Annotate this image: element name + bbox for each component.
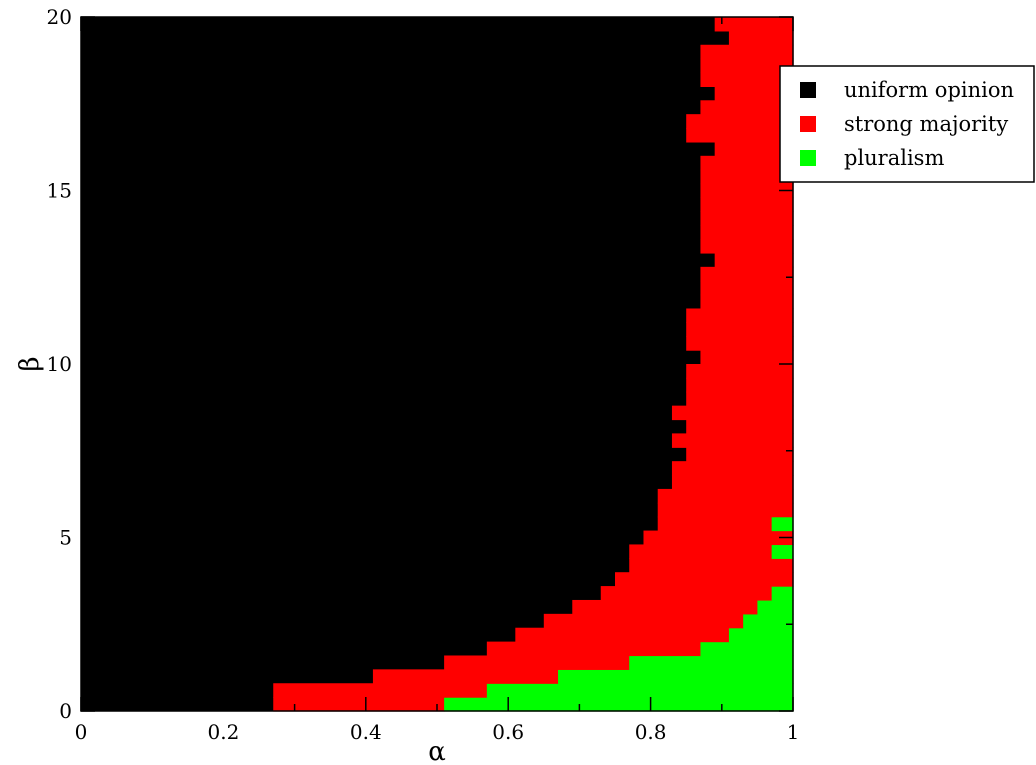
strong-majority-cell-row-27	[686, 322, 794, 337]
strong-majority-cell-row-25	[700, 350, 794, 365]
pluralism-cell-row-1	[486, 683, 794, 698]
strong-majority-cell-row-29	[700, 294, 794, 310]
strong-majority-cell-row-14	[657, 502, 794, 518]
pluralism-cell-row-4	[700, 641, 794, 657]
x-tick-label: 0	[75, 720, 88, 744]
y-tick-label: 10	[47, 352, 72, 376]
legend-swatch	[800, 150, 816, 166]
strong-majority-cell-row-30	[700, 280, 794, 296]
legend-label: strong majority	[844, 112, 1008, 136]
x-axis-label: α	[428, 737, 446, 765]
strong-majority-cell-row-35	[700, 211, 794, 226]
strong-majority-cell-row-16	[671, 475, 794, 490]
legend-label: pluralism	[844, 146, 944, 170]
legend-swatch	[800, 116, 816, 132]
strong-majority-cell-row-1	[273, 683, 488, 698]
strong-majority-cell-row-13	[657, 516, 773, 532]
strong-majority-cell-row-48	[728, 30, 794, 46]
pluralism-cell-row-11	[771, 544, 794, 559]
strong-majority-cell-row-39	[700, 155, 794, 171]
strong-majority-cell-row-15	[657, 488, 794, 504]
strong-majority-cell-row-41	[686, 128, 794, 143]
strong-majority-cell-row-46	[700, 58, 794, 74]
strong-majority-cell-row-10	[629, 558, 794, 573]
strong-majority-cell-row-0	[273, 697, 445, 712]
axis-ticks	[80, 16, 794, 712]
strong-majority-cell-row-49	[714, 17, 794, 32]
strong-majority-cell-row-28	[686, 308, 794, 323]
pluralism-cell-row-3	[629, 655, 794, 670]
strong-majority-cell-row-32	[714, 252, 794, 268]
pluralism-cell-row-5	[728, 627, 794, 643]
strong-majority-cell-row-43	[700, 100, 794, 115]
strong-majority-cell-row-7	[572, 599, 758, 615]
y-tick-label: 5	[59, 526, 72, 550]
strong-majority-cell-row-9	[615, 572, 794, 587]
strong-majority-cell-row-37	[700, 183, 794, 199]
strong-majority-cell-row-45	[700, 72, 794, 87]
pluralism-cell-row-2	[558, 669, 794, 684]
strong-majority-cell-row-42	[686, 114, 794, 129]
strong-majority-cell-row-34	[700, 225, 794, 240]
y-tick-label: 20	[47, 5, 72, 29]
y-tick-label: 0	[59, 699, 72, 723]
heatmap-cells	[81, 17, 794, 712]
strong-majority-cell-row-40	[714, 141, 794, 157]
pluralism-cell-row-8	[771, 586, 794, 601]
strong-majority-cell-row-4	[486, 641, 702, 657]
strong-majority-cell-row-17	[671, 461, 794, 476]
pluralism-cell-row-7	[757, 599, 794, 615]
strong-majority-cell-row-47	[700, 44, 794, 60]
strong-majority-cell-row-19	[671, 433, 794, 448]
legend-swatch	[800, 82, 816, 98]
x-tick-label: 0.8	[635, 720, 667, 744]
strong-majority-cell-row-24	[686, 364, 794, 379]
strong-majority-cell-row-38	[700, 169, 794, 185]
strong-majority-cell-row-22	[686, 391, 794, 407]
strong-majority-cell-row-18	[686, 447, 794, 462]
x-tick-label: 1	[787, 720, 800, 744]
x-tick-label: 0.6	[492, 720, 524, 744]
strong-majority-cell-row-44	[714, 86, 794, 101]
pluralism-cell-row-6	[743, 613, 794, 629]
strong-majority-cell-row-20	[686, 419, 794, 434]
strong-majority-cell-row-33	[700, 239, 794, 254]
strong-majority-cell-row-11	[629, 544, 773, 559]
legend-label: uniform opinion	[844, 78, 1014, 102]
legend: uniform opinion strong majority pluralism	[779, 65, 1035, 183]
strong-majority-cell-row-21	[671, 405, 794, 421]
strong-majority-cell-row-5	[515, 627, 730, 643]
x-tick-label: 0.2	[207, 720, 239, 744]
strong-majority-cell-row-2	[372, 669, 559, 684]
legend-box	[779, 65, 1035, 183]
strong-majority-cell-row-31	[700, 266, 794, 282]
x-tick-label: 0.4	[350, 720, 382, 744]
pluralism-cell-row-13	[771, 516, 794, 532]
strong-majority-cell-row-23	[686, 377, 794, 393]
strong-majority-cell-row-36	[700, 197, 794, 212]
strong-majority-cell-row-8	[600, 586, 773, 601]
strong-majority-cell-row-3	[444, 655, 630, 670]
strong-majority-cell-row-12	[643, 530, 794, 546]
y-tick-label: 15	[47, 179, 72, 203]
strong-majority-cell-row-6	[543, 613, 744, 629]
strong-majority-cell-row-26	[686, 336, 794, 351]
pluralism-cell-row-0	[444, 697, 794, 712]
y-axis-label: β	[15, 356, 45, 371]
